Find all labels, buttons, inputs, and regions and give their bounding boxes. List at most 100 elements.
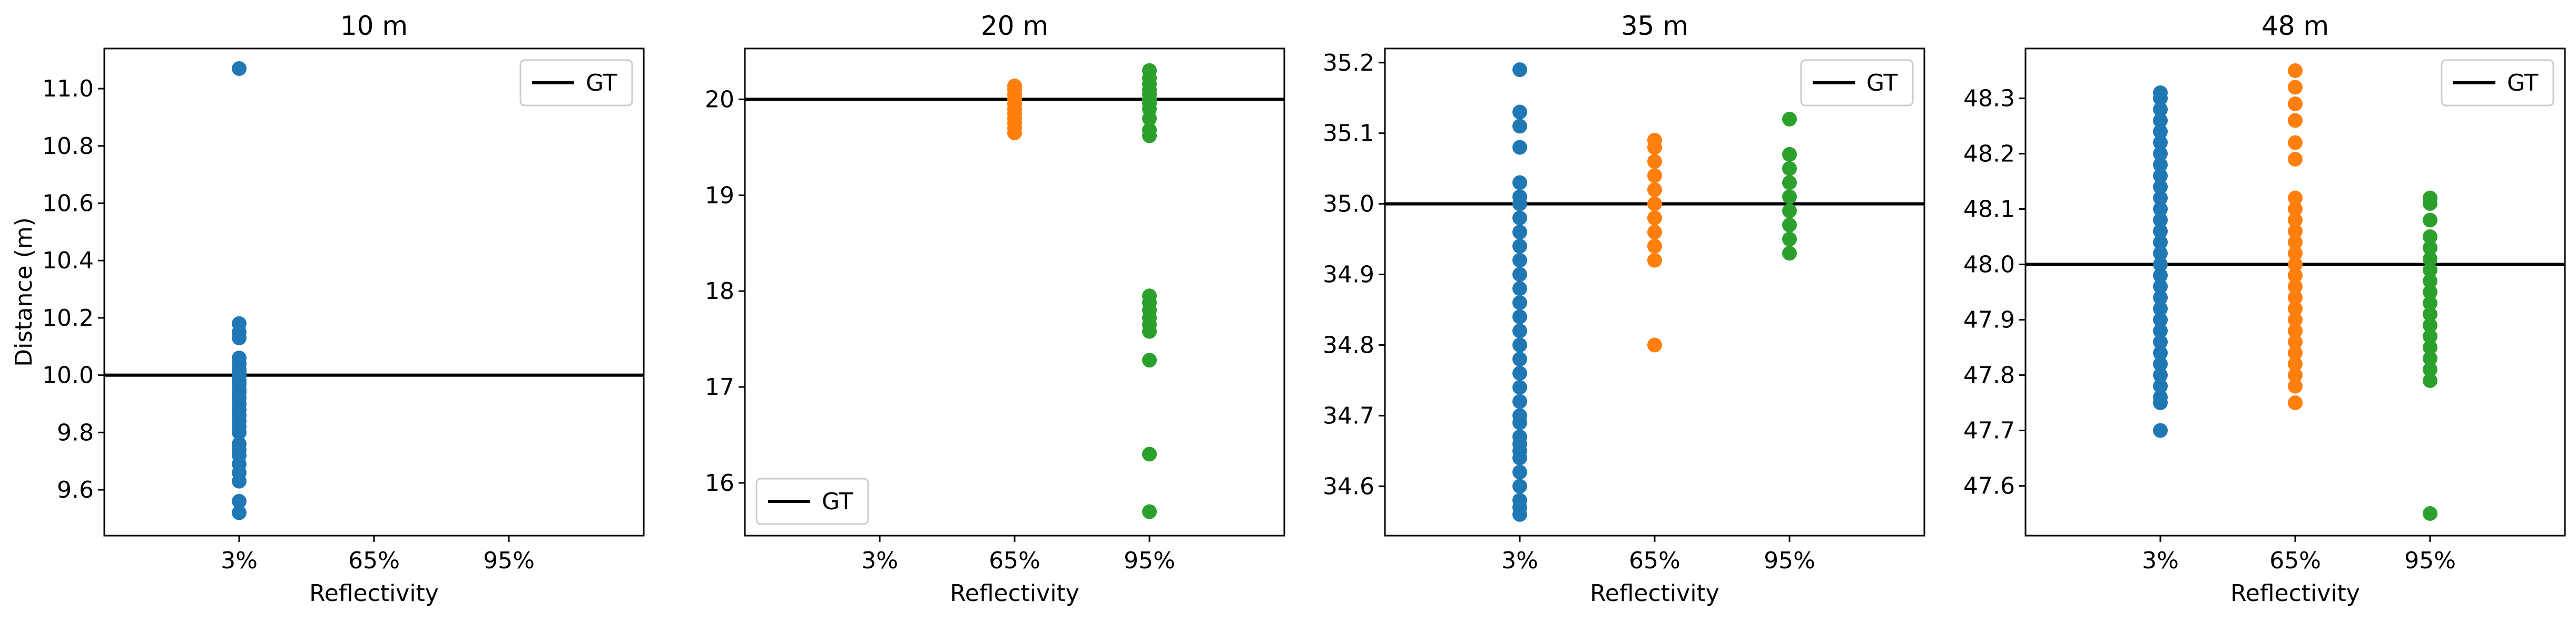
x-axis-label: Reflectivity — [950, 580, 1079, 607]
data-point-65pct — [2288, 279, 2303, 294]
data-point-3pct — [1512, 408, 1527, 423]
y-tick-label: 10.8 — [42, 133, 94, 160]
y-tick-label: 35.2 — [1323, 50, 1374, 76]
y-tick-label: 19 — [705, 182, 734, 209]
y-tick-label: 34.6 — [1323, 473, 1374, 500]
chart-panel-4: 47.6 47.7 47.8 47.9 48.0 48.1 48.2 48.3 3% 65% 95%… — [1963, 11, 2566, 607]
data-point-65pct — [2288, 135, 2303, 150]
data-point-65pct — [2288, 201, 2303, 217]
data-point-65pct — [1647, 182, 1662, 197]
x-tick-label: 95% — [1764, 547, 1815, 574]
data-point-65pct — [2288, 63, 2303, 78]
data-point-3pct — [1512, 394, 1527, 409]
data-point-95pct — [2423, 263, 2437, 277]
legend-gt-label: GT — [1866, 70, 1898, 96]
y-tick-label: 10.2 — [42, 305, 94, 332]
data-point-3pct — [2153, 102, 2168, 117]
y-tick-label: 48.1 — [1963, 196, 2015, 223]
y-tick-label: 47.6 — [1963, 473, 2015, 500]
data-point-3pct — [1512, 225, 1527, 240]
data-point-3pct — [2153, 290, 2168, 305]
legend: GT — [1800, 59, 1914, 106]
data-point-95pct — [2423, 351, 2437, 366]
data-point-95pct — [2423, 373, 2437, 388]
data-point-65pct — [2288, 257, 2303, 272]
data-point-95pct — [2423, 240, 2437, 255]
y-tick-label: 34.8 — [1323, 332, 1374, 359]
data-point-3pct — [2153, 301, 2168, 316]
data-point-3pct — [2153, 356, 2168, 372]
y-tick-label: 34.7 — [1323, 402, 1374, 429]
data-point-3pct — [1512, 493, 1527, 508]
data-point-3pct — [2153, 113, 2168, 128]
data-point-65pct — [2288, 356, 2303, 372]
y-tick-label: 11.0 — [42, 75, 94, 102]
data-point-65pct — [2288, 301, 2303, 316]
y-tick-label: 48.3 — [1963, 85, 2015, 112]
data-point-3pct — [1512, 309, 1527, 324]
data-point-3pct — [2153, 345, 2168, 361]
y-tick-label: 9.6 — [57, 477, 94, 503]
y-tick-label: 18 — [705, 278, 734, 305]
y-tick-label: 48.0 — [1963, 251, 2015, 278]
data-point-95pct — [2423, 506, 2437, 521]
x-tick-label: 95% — [2404, 547, 2456, 574]
chart-title: 20 m — [981, 11, 1048, 41]
data-point-95pct — [1782, 217, 1797, 232]
y-tick-label: 9.8 — [57, 419, 94, 446]
data-point-3pct — [2153, 124, 2168, 139]
data-point-3pct — [1512, 189, 1527, 205]
data-point-95pct — [2423, 212, 2437, 228]
data-point-65pct — [2288, 80, 2303, 95]
data-point-3pct — [2153, 268, 2168, 283]
x-tick-label: 65% — [2269, 547, 2321, 574]
data-point-95pct — [1142, 122, 1157, 138]
y-tick-label: 34.9 — [1323, 261, 1374, 288]
x-axis-label: Reflectivity — [309, 580, 439, 607]
data-point-65pct — [1647, 196, 1662, 211]
chart-title: 48 m — [2262, 11, 2329, 41]
data-point-95pct — [2423, 274, 2437, 288]
data-point-3pct — [232, 437, 247, 452]
data-point-95pct — [2423, 229, 2437, 244]
y-axis-label: Distance (m) — [11, 217, 37, 367]
data-point-3pct — [1512, 479, 1527, 494]
data-point-95pct — [2423, 318, 2437, 333]
data-point-3pct — [2153, 279, 2168, 294]
data-point-65pct — [2288, 334, 2303, 350]
data-point-65pct — [1007, 78, 1022, 93]
data-point-3pct — [2153, 312, 2168, 327]
data-point-95pct — [1782, 189, 1797, 205]
data-point-95pct — [1782, 231, 1797, 247]
data-point-3pct — [2153, 190, 2168, 206]
data-point-65pct — [2288, 290, 2303, 305]
data-point-3pct — [232, 493, 247, 509]
data-point-3pct — [2153, 157, 2168, 172]
data-point-65pct — [2288, 96, 2303, 111]
data-point-95pct — [2423, 285, 2437, 299]
data-point-3pct — [1512, 464, 1527, 480]
data-point-65pct — [2288, 235, 2303, 250]
data-point-95pct — [1782, 246, 1797, 261]
data-point-95pct — [2423, 362, 2437, 377]
data-point-65pct — [2288, 312, 2303, 327]
x-tick-label: 3% — [1501, 547, 1538, 574]
data-point-95pct — [1782, 204, 1797, 218]
data-point-3pct — [1512, 352, 1527, 367]
chart-panel-2: 16 17 18 19 20 3% 65% 95% 20 m Reflectivity GT — [705, 11, 1285, 607]
chart-title: 10 m — [340, 11, 408, 41]
data-point-3pct — [2153, 135, 2168, 150]
data-point-3pct — [2153, 201, 2168, 217]
data-point-3pct — [1512, 323, 1527, 338]
x-axis-label: Reflectivity — [2230, 580, 2360, 607]
data-point-65pct — [2288, 190, 2303, 206]
data-point-65pct — [2288, 152, 2303, 167]
y-tick-label: 35.1 — [1323, 120, 1374, 147]
data-point-95pct — [1782, 175, 1797, 190]
data-point-95pct — [1782, 147, 1797, 162]
x-tick-label: 3% — [2142, 547, 2179, 574]
data-point-3pct — [1512, 295, 1527, 311]
data-point-65pct — [1647, 133, 1662, 148]
data-point-65pct — [2288, 395, 2303, 410]
